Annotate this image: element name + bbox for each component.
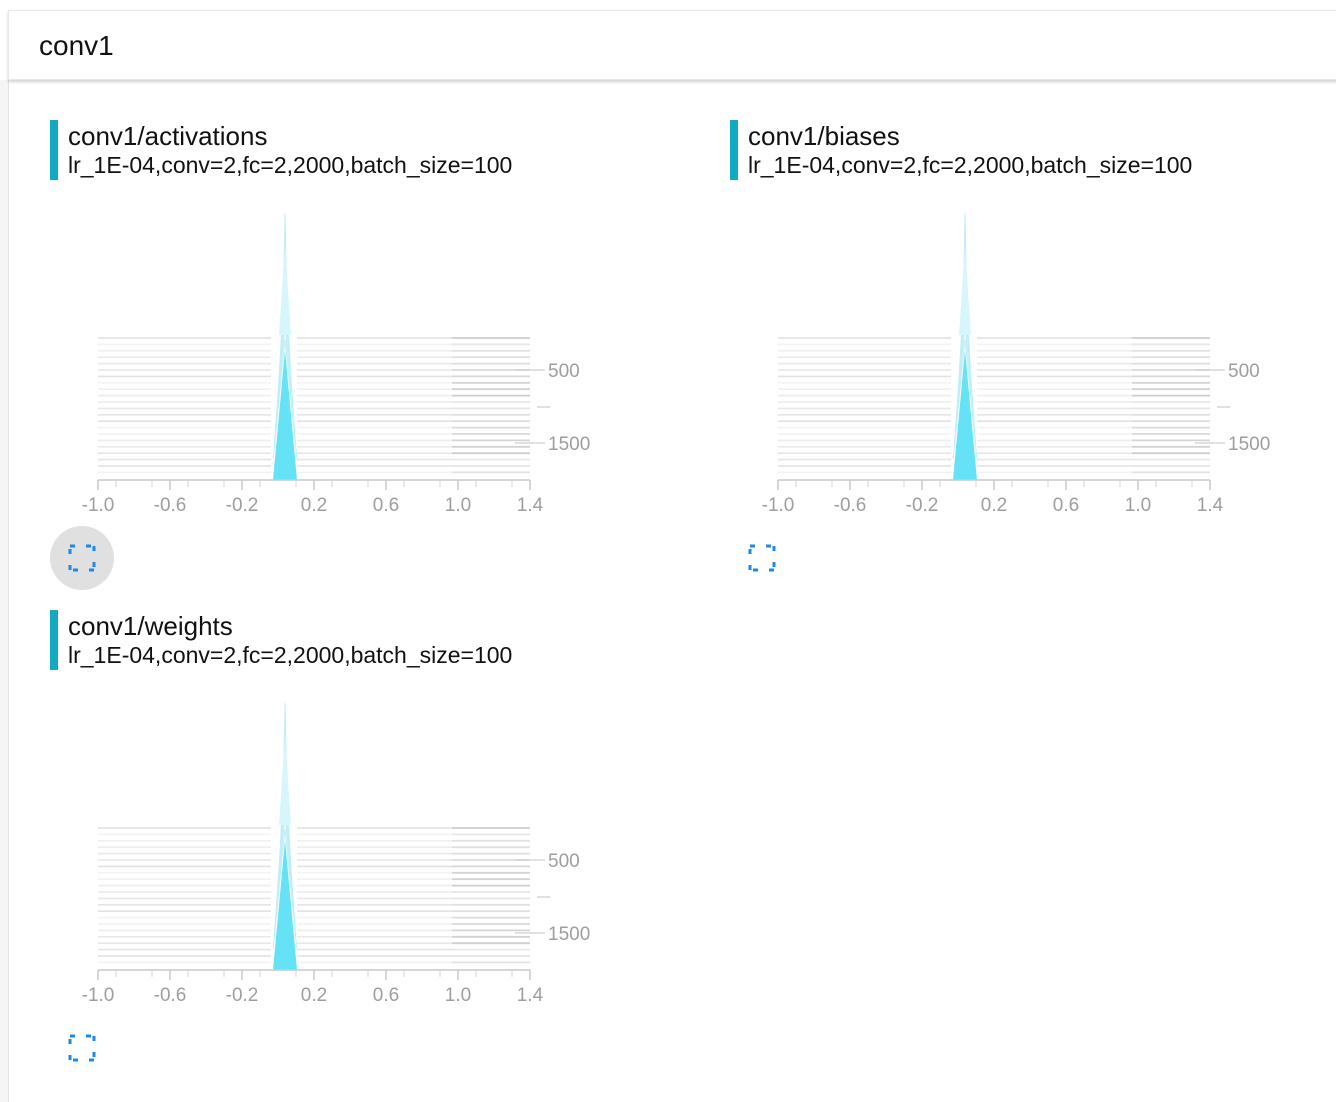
fullscreen-icon [68, 544, 96, 572]
histogram-peak [273, 350, 297, 480]
x-tick-label: -1.0 [762, 495, 795, 515]
fullscreen-icon [748, 544, 776, 572]
x-tick-label: 1.4 [1197, 495, 1224, 515]
x-tick-label: 0.2 [301, 495, 327, 515]
x-tick-label: -0.2 [906, 495, 939, 515]
expand-button[interactable] [50, 526, 114, 590]
x-tick-label: 1.0 [445, 985, 471, 1005]
y-tick-label: 1500 [1228, 434, 1270, 455]
y-tick-label: 500 [548, 361, 580, 382]
x-tick-label: -1.0 [82, 495, 115, 515]
histogram-peak [953, 350, 977, 480]
x-tick-label: -1.0 [82, 985, 115, 1005]
card-accent-bar [730, 120, 738, 180]
y-tick-label: 500 [548, 851, 580, 872]
x-tick-label: 1.4 [517, 985, 544, 1005]
x-tick-label: 0.6 [373, 495, 399, 515]
category-header[interactable]: conv1 [8, 10, 1336, 80]
y-tick-label: 500 [1228, 361, 1260, 382]
histogram-card-activations: conv1/activations lr_1E-04,conv=2,fc=2,2… [50, 120, 610, 590]
ridge-lines [778, 337, 1210, 474]
x-tick-label: -0.6 [154, 985, 187, 1005]
histogram-card-weights: conv1/weights lr_1E-04,conv=2,fc=2,2000,… [50, 610, 610, 1080]
card-run-name: lr_1E-04,conv=2,fc=2,2000,batch_size=100 [68, 642, 513, 668]
x-tick-label: 0.6 [1053, 495, 1079, 515]
card-accent-bar [50, 120, 58, 180]
histogram-spike [272, 828, 298, 950]
fullscreen-icon [68, 1034, 96, 1062]
y-tick-label: 1500 [548, 924, 590, 945]
histogram-spike [952, 338, 978, 460]
histogram-card-biases: conv1/biases lr_1E-04,conv=2,fc=2,2000,b… [730, 120, 1290, 590]
card-accent-bar [50, 610, 58, 670]
x-tick-label: 0.6 [373, 985, 399, 1005]
x-tick-label: -0.2 [226, 495, 259, 515]
card-title: conv1/biases [748, 121, 900, 151]
histogram-peak-upper [959, 245, 971, 335]
histogram-chart[interactable]: -1.0 -0.6 -0.2 0.2 0.6 1.0 1.4 500 1500 [758, 205, 1278, 515]
left-frame-border [0, 80, 9, 1102]
x-tick-label: -0.6 [834, 495, 867, 515]
histogram-peak-upper [279, 245, 291, 335]
x-tick-label: 0.2 [301, 985, 327, 1005]
x-tick-label: 0.2 [981, 495, 1007, 515]
expand-button[interactable] [730, 526, 794, 590]
histogram-chart[interactable]: -1.0 -0.6 -0.2 0.2 0.6 1.0 1.4 500 1500 [78, 205, 598, 515]
x-tick-label: -0.2 [226, 985, 259, 1005]
histogram-chart[interactable]: -1.0 -0.6 -0.2 0.2 0.6 1.0 1.4 500 1500 [78, 695, 598, 1005]
x-tick-label: 1.0 [445, 495, 471, 515]
ridge-lines [98, 337, 530, 474]
card-title: conv1/weights [68, 611, 233, 641]
card-run-name: lr_1E-04,conv=2,fc=2,2000,batch_size=100 [748, 152, 1193, 178]
x-tick-label: 1.4 [517, 495, 544, 515]
category-title: conv1 [39, 30, 114, 61]
histogram-spike [272, 338, 298, 460]
expand-button[interactable] [50, 1016, 114, 1080]
histogram-peak-upper [279, 735, 291, 825]
ridge-lines [98, 827, 530, 964]
x-tick-label: -0.6 [154, 495, 187, 515]
x-tick-label: 1.0 [1125, 495, 1151, 515]
histogram-peak [273, 840, 297, 970]
y-tick-label: 1500 [548, 434, 590, 455]
card-run-name: lr_1E-04,conv=2,fc=2,2000,batch_size=100 [68, 152, 513, 178]
card-title: conv1/activations [68, 121, 268, 151]
